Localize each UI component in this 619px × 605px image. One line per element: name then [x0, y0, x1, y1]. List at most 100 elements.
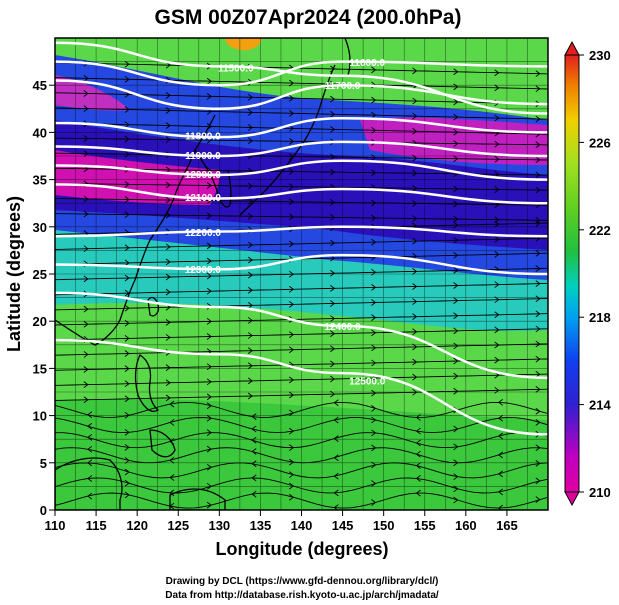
streamline-arrow	[371, 126, 377, 134]
streamline-arrow	[165, 258, 171, 266]
streamline	[55, 152, 548, 161]
streamline-arrow	[124, 350, 130, 357]
x-tick-label: 135	[250, 518, 272, 533]
streamline-arrow	[330, 198, 336, 206]
streamline-arrow	[165, 379, 171, 387]
streamline-arrow	[494, 186, 500, 193]
y-tick-label: 35	[33, 173, 47, 188]
streamline-arrow	[453, 128, 459, 136]
streamline-arrow	[87, 434, 93, 441]
streamline-arrow	[330, 126, 336, 133]
streamline-arrow	[169, 502, 175, 510]
streamline-arrow	[535, 355, 541, 363]
streamline	[55, 417, 548, 434]
x-tick-label: 155	[414, 518, 436, 533]
streamline-arrow	[289, 285, 295, 293]
streamline-arrow	[453, 297, 459, 304]
streamline-arrow	[124, 335, 130, 342]
y-axis-title: Latitude (degrees)	[4, 196, 24, 352]
contour-label: 11600.0	[349, 58, 385, 69]
colorbar-top-arrow	[564, 40, 580, 56]
streamline-arrow	[453, 221, 459, 229]
streamline-arrow	[412, 67, 418, 75]
streamline-arrow	[494, 281, 500, 288]
streamline-arrow	[83, 305, 89, 313]
contour-label: 11500.0	[218, 64, 254, 75]
streamline-arrow	[333, 454, 339, 462]
streamline-arrow	[169, 419, 175, 426]
streamline-arrow	[289, 391, 295, 399]
streamline-arrow	[497, 414, 503, 422]
streamline	[55, 492, 548, 509]
coast-japan	[239, 64, 336, 216]
y-tick-label: 40	[33, 125, 47, 140]
streamline-arrow	[247, 362, 253, 370]
streamline	[55, 237, 548, 250]
streamline-arrow	[412, 358, 418, 366]
streamline-arrow	[124, 135, 130, 143]
streamline-arrow	[453, 443, 459, 451]
streamline-arrow	[124, 428, 130, 436]
streamline	[55, 313, 548, 326]
streamline-arrow	[289, 240, 295, 248]
streamline-arrow	[494, 341, 500, 349]
streamline-arrow	[169, 474, 175, 481]
y-axis-ticks: 0 5 10 15 20 25 30 35 40 45	[33, 78, 55, 518]
streamline-arrow	[535, 186, 541, 194]
streamline-arrow	[83, 90, 89, 97]
streamline-arrow	[87, 475, 93, 482]
streamline-arrow	[289, 458, 295, 466]
streamline-arrow	[251, 460, 257, 468]
streamline-arrow	[83, 320, 89, 328]
streamline-arrow	[330, 214, 336, 221]
streamline-arrow	[206, 257, 212, 265]
streamline-arrow	[453, 155, 459, 163]
streamline-arrow	[251, 436, 257, 444]
streamline-arrow	[415, 414, 421, 421]
streamline-arrow	[453, 140, 459, 147]
streamline	[55, 447, 548, 464]
streamline-arrow	[124, 196, 130, 203]
streamline-arrow	[371, 405, 377, 412]
streamline-arrow	[124, 304, 130, 312]
streamline-arrow	[412, 313, 418, 321]
streamline-arrow	[535, 295, 541, 303]
streamline-arrow	[289, 153, 295, 160]
streamline	[55, 462, 548, 479]
streamline-arrow	[415, 439, 421, 447]
streamline-arrow	[371, 389, 377, 397]
x-tick-label: 110	[45, 518, 66, 533]
streamline-arrow	[251, 448, 257, 455]
streamline-arrow	[412, 373, 418, 381]
height-contour	[55, 338, 548, 436]
streamline-arrow	[494, 235, 500, 243]
streamline-arrow	[330, 284, 336, 292]
temp-band-magenta-nw	[55, 75, 130, 111]
streamline	[55, 107, 548, 120]
streamline-arrow	[371, 344, 377, 352]
streamline-arrow	[333, 489, 339, 497]
streamline-arrow	[124, 491, 130, 499]
streamline-arrow	[87, 492, 93, 500]
streamline	[55, 267, 548, 281]
streamline-arrow	[535, 325, 541, 333]
height-contour	[55, 183, 548, 205]
streamline-arrow	[494, 114, 500, 122]
streamline-arrow	[247, 256, 253, 264]
streamline-arrow	[371, 199, 377, 207]
streamline-arrow	[251, 474, 257, 482]
y-tick-label: 10	[33, 409, 47, 424]
streamline-arrow	[412, 97, 418, 105]
streamline-arrow	[206, 429, 212, 436]
streamline-arrow	[330, 95, 336, 103]
streamline-arrow	[83, 396, 89, 404]
streamline-arrow	[453, 357, 459, 365]
streamline	[55, 137, 548, 146]
streamline-arrow	[124, 244, 130, 252]
streamline-arrow	[289, 493, 295, 501]
streamline	[55, 373, 548, 386]
streamline-arrow	[412, 215, 418, 222]
streamline-arrow	[535, 370, 541, 378]
streamline-arrow	[371, 429, 377, 437]
streamline-arrow	[535, 141, 541, 149]
